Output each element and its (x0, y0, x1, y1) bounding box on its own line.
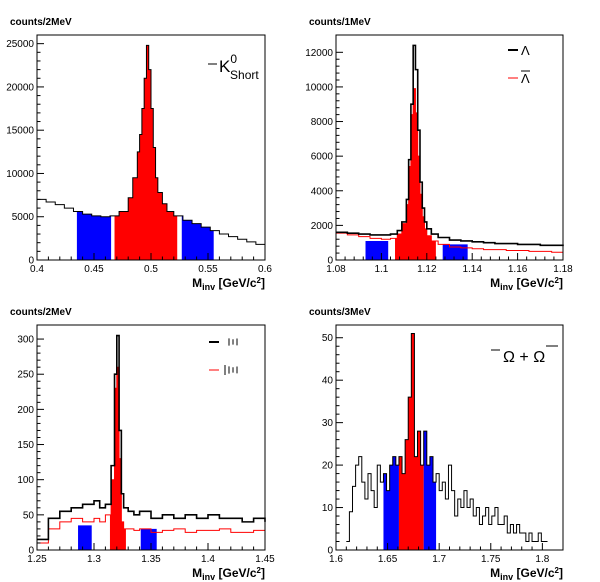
x-axis-label: Minv [GeV/c2] (192, 276, 265, 292)
x-axis-label: Minv [GeV/c2] (490, 566, 563, 582)
x-tick-label: 1.18 (553, 264, 573, 275)
x-tick-label: 1.08 (326, 264, 346, 275)
y-tick-label: 300 (17, 335, 34, 346)
x-tick-label: 1.6 (329, 554, 343, 565)
filled-region-signal (114, 45, 178, 261)
legend-lambda: ΛΛ (508, 43, 530, 86)
filled-region-sideband (78, 525, 92, 550)
y-tick-label: 0 (327, 546, 333, 557)
y-tick-label: 4000 (311, 186, 334, 197)
x-tick-label: 1.65 (378, 554, 398, 565)
y-axis-label: counts/2MeV (10, 307, 72, 318)
filled-region-sideband (76, 211, 112, 260)
histogram (346, 332, 548, 543)
filled-region-signal (398, 333, 424, 550)
y-axis-label: counts/1MeV (309, 17, 371, 28)
panel-omega: 1.6 1.65 1.7 1.75 1.8 0 10 20 30 40 50 counts/3MeV M… (309, 307, 564, 582)
legend-label: Ξ (226, 366, 241, 374)
legend-label: Ω + Ω (503, 349, 545, 366)
filled-region-sideband (423, 431, 437, 550)
y-tick-label: 0 (327, 256, 333, 267)
x-tick-label: 0.55 (198, 264, 218, 275)
y-tick-label: 30 (322, 418, 334, 429)
x-tick-label: 1.35 (141, 554, 161, 565)
y-tick-label: 150 (17, 440, 34, 451)
legend-omega: Ω + Ω (491, 345, 558, 366)
y-tick-label: 50 (23, 510, 35, 521)
x-tick-label: 1.16 (508, 264, 528, 275)
histogram-antiparticle (336, 88, 563, 253)
y-tick-label: 50 (322, 333, 334, 344)
filled-region-sideband (181, 215, 214, 260)
legend-label: Λ (521, 71, 530, 86)
histogram-particle (336, 44, 564, 247)
y-tick-label: 10 (322, 503, 334, 514)
y-tick-label: 100 (17, 475, 34, 486)
y-tick-label: 12000 (305, 48, 333, 59)
x-tick-label: 1.45 (255, 554, 275, 565)
legend-xi: ΞΞ (209, 338, 241, 375)
x-tick-label: 0.4 (30, 264, 44, 275)
x-tick-label: 0.45 (84, 264, 104, 275)
panel-lambda: 1.08 1.1 1.12 1.14 1.16 1.18 0 2000 4000 6000 8000… (305, 17, 573, 292)
y-tick-label: 20000 (6, 82, 34, 93)
y-tick-label: 15000 (6, 126, 34, 137)
filled-region-sideband (140, 528, 157, 550)
y-tick-label: 40 (322, 376, 334, 387)
legend-label: Ξ (226, 338, 241, 346)
y-axis-label: counts/3MeV (309, 307, 371, 318)
x-tick-label: 1.14 (462, 264, 482, 275)
filled-region-sideband (365, 240, 389, 260)
y-tick-label: 2000 (311, 221, 334, 232)
y-tick-label: 250 (17, 370, 34, 381)
x-tick-label: 1.1 (374, 264, 388, 275)
y-tick-label: 10000 (6, 169, 34, 180)
x-tick-label: 1.75 (481, 554, 501, 565)
y-tick-label: 8000 (311, 117, 334, 128)
filled-region-sideband (383, 456, 399, 550)
plot-frame (335, 34, 564, 261)
histogram-antiparticle (37, 366, 266, 544)
legend-label: Λ (521, 43, 530, 58)
histogram-particle (37, 334, 266, 541)
filled-region-signal (109, 367, 126, 550)
legend-label: K0 Short (219, 52, 259, 82)
x-axis-label: Minv [GeV/c2] (192, 566, 265, 582)
y-tick-label: 5000 (12, 212, 35, 223)
panel-kshort: 0.4 0.45 0.5 0.55 0.6 0 5000 10000 15000 20000 250… (6, 17, 272, 292)
y-tick-label: 20 (322, 461, 334, 472)
histogram (37, 44, 266, 247)
y-tick-label: 200 (17, 405, 34, 416)
x-tick-label: 0.5 (144, 264, 158, 275)
x-tick-label: 1.25 (27, 554, 47, 565)
legend-kshort: K0 Short (208, 52, 259, 82)
y-tick-label: 6000 (311, 152, 334, 163)
y-tick-label: 25000 (6, 39, 34, 50)
x-tick-label: 1.7 (432, 554, 446, 565)
panel-xi: 1.25 1.3 1.35 1.4 1.45 0 50 100 150 200 250 300 coun… (10, 307, 275, 582)
x-tick-label: 1.8 (535, 554, 549, 565)
x-tick-label: 1.4 (201, 554, 215, 565)
y-tick-label: 10000 (305, 82, 333, 93)
y-axis-label: counts/2MeV (10, 17, 72, 28)
x-tick-label: 0.6 (258, 264, 272, 275)
x-axis-label: Minv [GeV/c2] (490, 276, 563, 292)
y-tick-label: 0 (28, 546, 34, 557)
x-tick-label: 1.12 (417, 264, 437, 275)
y-tick-label: 0 (28, 256, 34, 267)
filled-region-signal (395, 88, 436, 261)
x-tick-label: 1.3 (87, 554, 101, 565)
